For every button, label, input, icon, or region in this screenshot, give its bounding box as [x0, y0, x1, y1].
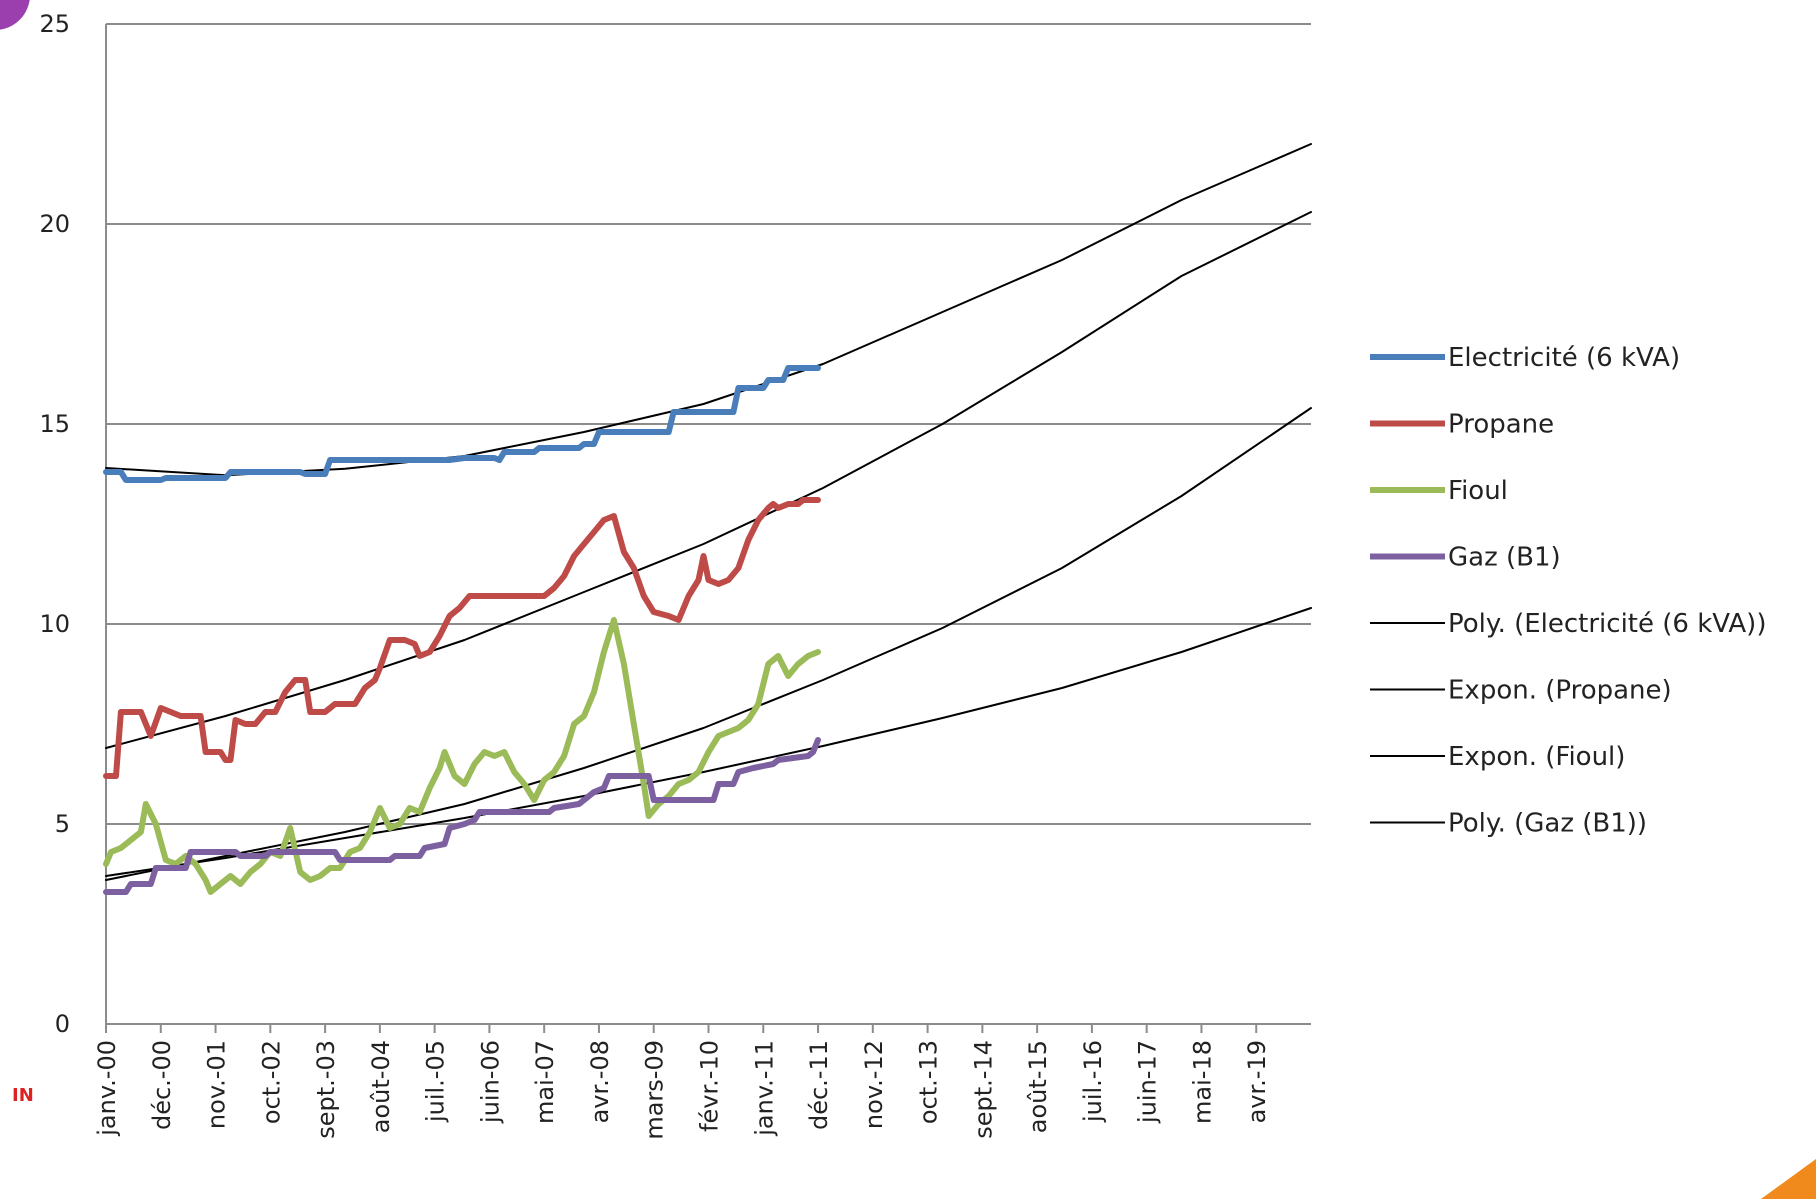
x-tick-label: juin-06 — [476, 1040, 504, 1124]
x-tick-label: mai-07 — [531, 1040, 559, 1124]
x-tick-label: avr.-19 — [1243, 1040, 1271, 1123]
series-line-2 — [103, 617, 821, 895]
x-tick-label: févr.-10 — [696, 1040, 724, 1132]
legend-label: Expon. (Fioul) — [1448, 742, 1625, 772]
x-tick-label: avr.-08 — [586, 1040, 614, 1123]
series-lines — [103, 143, 1312, 895]
x-tick-label: août-04 — [367, 1040, 395, 1133]
legend-label: Poly. (Electricité (6 kVA)) — [1448, 609, 1766, 639]
series-line-0 — [103, 365, 821, 483]
y-axis-ticks: 0 5 10 15 20 25 — [39, 10, 70, 1038]
legend-label: Poly. (Gaz (B1)) — [1448, 809, 1647, 839]
y-tick-label: 15 — [39, 410, 70, 438]
legend-label: Propane — [1448, 410, 1554, 440]
y-tick-label: 0 — [55, 1010, 70, 1038]
legend: Electricité (6 kVA) Propane Fioul Gaz (B1) P… — [1370, 343, 1766, 839]
x-tick-label: oct.-02 — [257, 1040, 285, 1124]
corner-decoration-orange — [1761, 1159, 1816, 1199]
x-tick-label: mai-18 — [1188, 1040, 1216, 1124]
legend-label: Gaz (B1) — [1448, 543, 1561, 573]
left-logo-text: IN — [12, 1085, 34, 1106]
x-tick-label: mars-09 — [641, 1040, 669, 1140]
x-axis-ticks: janv.-00 déc.-00 nov.-01 oct.-02 sept.-03 aoû… — [93, 1024, 1271, 1140]
series-line-3 — [103, 737, 821, 895]
series-line-7 — [105, 607, 1312, 877]
x-tick-label: juil.-16 — [1079, 1040, 1107, 1123]
grid-lines — [106, 23, 1311, 825]
x-tick-label: déc.-00 — [148, 1040, 176, 1130]
x-tick-label: nov.-12 — [860, 1040, 888, 1129]
x-tick-label: nov.-01 — [203, 1040, 231, 1129]
x-tick-label: oct.-13 — [915, 1040, 943, 1124]
y-tick-label: 25 — [39, 10, 70, 38]
x-tick-label: sept.-14 — [969, 1040, 997, 1139]
legend-label: Expon. (Propane) — [1448, 676, 1672, 706]
y-tick-label: 5 — [55, 810, 70, 838]
x-tick-label: janv.-11 — [750, 1040, 778, 1137]
series-line-6 — [105, 407, 1312, 881]
axes — [105, 24, 1311, 1025]
x-tick-label: juin-17 — [1134, 1040, 1162, 1124]
series-line-1 — [103, 497, 821, 779]
x-tick-label: janv.-00 — [93, 1040, 121, 1137]
x-tick-label: sept.-03 — [312, 1040, 340, 1139]
x-tick-label: déc.-11 — [805, 1040, 833, 1130]
y-tick-label: 10 — [39, 610, 70, 638]
y-tick-label: 20 — [39, 210, 70, 238]
x-tick-label: juil.-05 — [422, 1040, 450, 1123]
x-tick-label: août-15 — [1024, 1040, 1052, 1133]
legend-label: Electricité (6 kVA) — [1448, 343, 1680, 373]
legend-label: Fioul — [1448, 476, 1508, 506]
